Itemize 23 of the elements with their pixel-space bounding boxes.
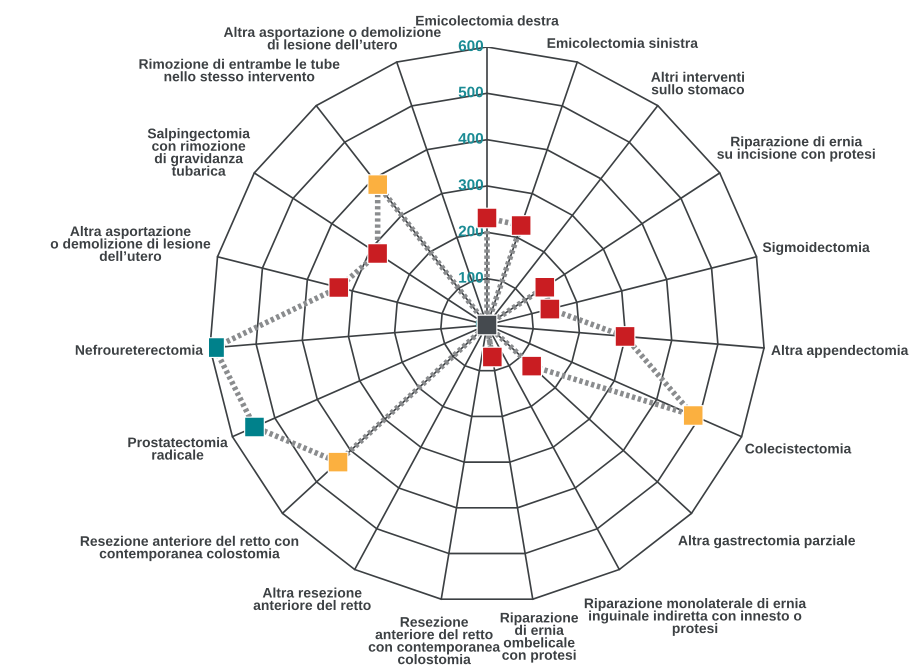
y-tick-label: 600	[458, 40, 484, 52]
spoke-label: Altra resezione anteriore del retto	[254, 587, 371, 610]
spoke-label: Resezione anteriore del retto con contemporanea colostomia	[80, 536, 298, 562]
y-tick-label: 300	[458, 179, 484, 190]
spoke-label: Altra asportazione o demolizione di lesione dell’utero	[224, 26, 441, 50]
spoke-label: Prostatectomia radicale	[128, 437, 228, 460]
spoke-label: Emicolectomia sinistra	[548, 38, 698, 48]
spoke-label: Rimozione di entrambe le tube nello stesso intervento	[139, 58, 340, 82]
y-tick-label: 500	[458, 86, 484, 98]
spoke-label: Altra appendectomia	[771, 344, 908, 358]
spoke-label: Riparazione di ernia ombelicale con protesi	[500, 612, 578, 663]
spoke-label: Riparazione di ernia su incisione con protesi	[717, 136, 875, 162]
spoke-label: Resezione anteriore del retto con contemporanea colostomia	[368, 616, 500, 664]
spoke-label: Colecistectomia	[745, 443, 852, 454]
spoke-label: Emicolectomia destra	[416, 15, 559, 26]
spoke-label: Riparazione monolaterale di ernia inguinale indiretta con innesto o protesi	[584, 598, 806, 636]
spoke-label: Altra asportazione o demolizione di lesione dell’utero	[50, 226, 210, 262]
spoke-label: Altri interventi sullo stomaco	[651, 72, 744, 94]
spoke-label: Sigmoidectomia	[762, 242, 870, 255]
spoke-label: Salpingectomia con rimozione di gravidanza tubarica	[148, 128, 250, 176]
spoke-label: Altra gastrectomia parziale	[678, 535, 856, 548]
spoke-label: Nefroureterectomia	[76, 344, 204, 355]
y-tick-label: 400	[458, 132, 484, 144]
